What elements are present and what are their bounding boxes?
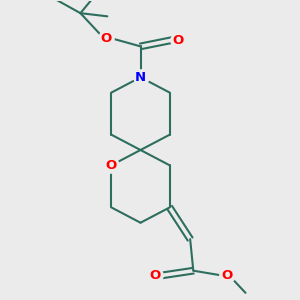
Text: O: O [101, 32, 112, 45]
Text: O: O [106, 159, 117, 172]
Text: O: O [149, 269, 160, 282]
Text: N: N [135, 71, 146, 84]
Text: O: O [222, 269, 233, 282]
Text: O: O [172, 34, 184, 46]
